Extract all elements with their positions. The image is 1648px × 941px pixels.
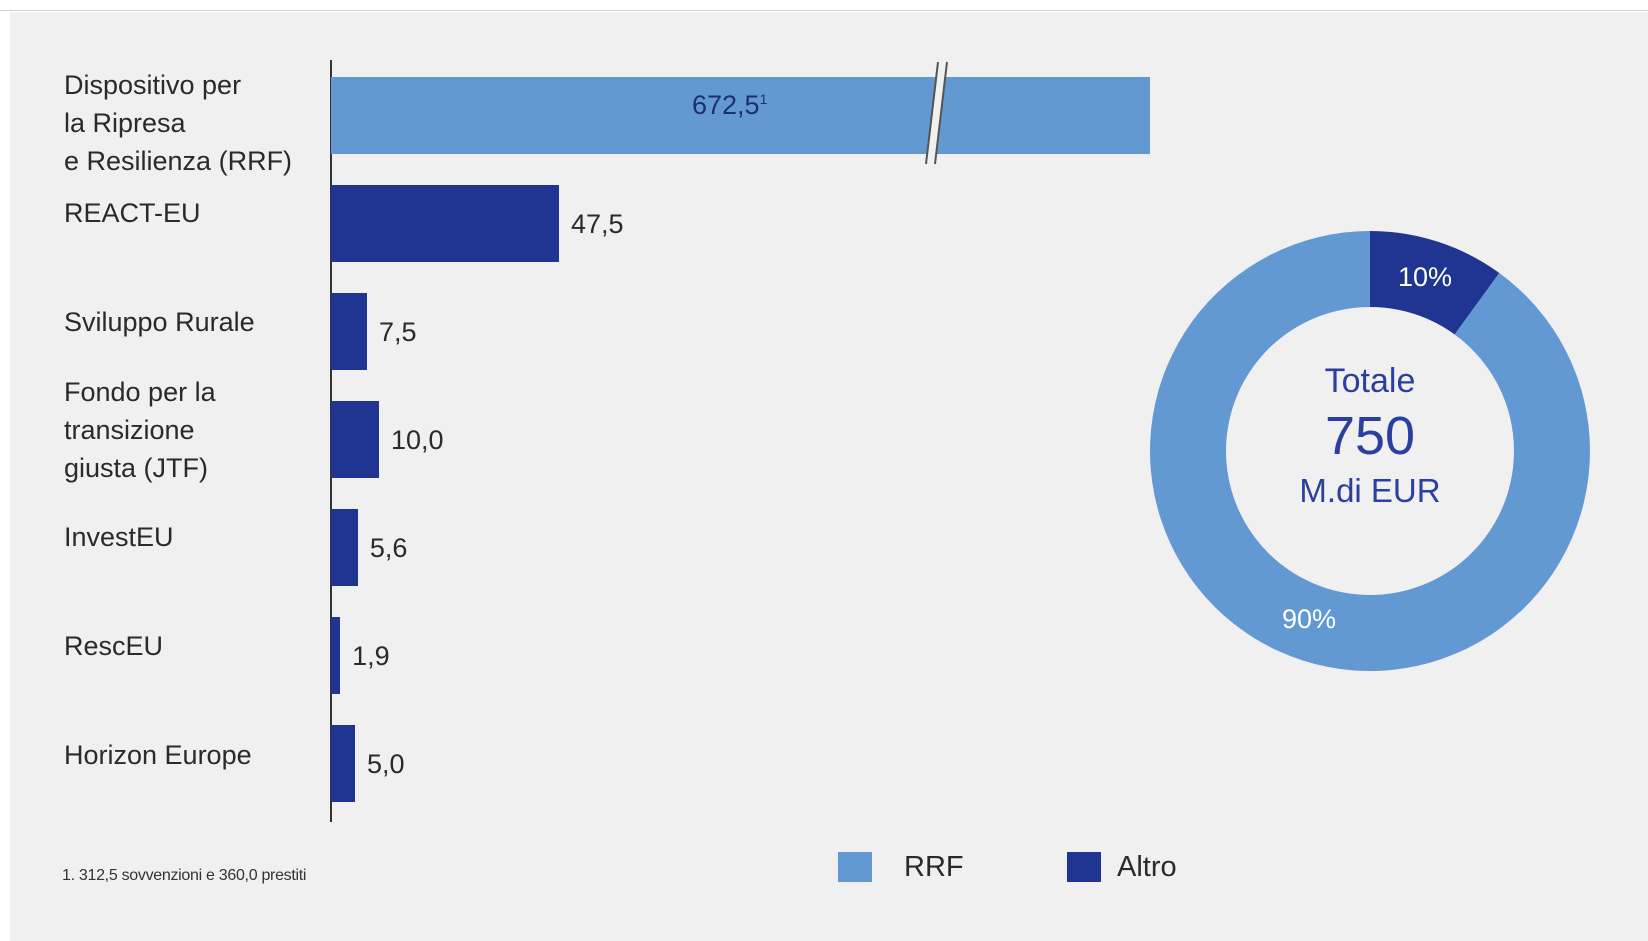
- bar-react-eu: [331, 185, 559, 262]
- bar-resceu: [331, 617, 341, 694]
- bar-jtf: [331, 401, 379, 478]
- value-label-rrf: 672,51: [692, 90, 768, 120]
- legend-swatch-rrf: [838, 852, 872, 882]
- value-label-sviluppo-rurale: 7,5: [379, 317, 417, 347]
- donut-slice-rrf: [1150, 231, 1590, 671]
- value-label-jtf: 10,0: [391, 425, 444, 455]
- category-label-rrf: Dispositivo per la Ripresa e Resilienza …: [64, 70, 293, 176]
- legend-label-rrf: RRF: [904, 851, 964, 883]
- category-label-sviluppo-rurale: Sviluppo Rurale: [64, 307, 255, 337]
- donut-center-value: 750: [1324, 406, 1416, 466]
- value-label-react-eu: 47,5: [571, 209, 624, 239]
- category-label-react-eu: REACT-EU: [64, 198, 201, 228]
- category-label-resceu: RescEU: [64, 631, 164, 661]
- donut-center-title: Totale: [1324, 362, 1416, 400]
- category-label-jtf: Fondo per la transizione giusta (JTF): [64, 377, 216, 483]
- donut-center-unit: M.di EUR: [1299, 472, 1441, 509]
- donut-label-rrf: 90%: [1282, 604, 1337, 634]
- donut-chart: [1150, 231, 1590, 671]
- value-label-resceu: 1,9: [352, 641, 390, 671]
- value-label-horizon-europe: 5,0: [367, 749, 405, 779]
- top-divider: [0, 10, 1648, 11]
- bar-investeu: [331, 509, 358, 586]
- donut-slice-altro: [1370, 231, 1500, 335]
- legend-label-altro: Altro: [1117, 851, 1177, 883]
- bar-sviluppo-rurale: [331, 293, 367, 370]
- category-label-investeu: InvestEU: [64, 522, 174, 552]
- bar-rrf: [331, 77, 1150, 154]
- donut-label-altro: 10%: [1398, 262, 1453, 292]
- bar-horizon-europe: [331, 725, 355, 802]
- legend-swatch-altro: [1067, 852, 1101, 882]
- category-label-horizon-europe: Horizon Europe: [64, 740, 252, 770]
- footnote: 1. 312,5 sovvenzioni e 360,0 prestiti: [62, 867, 307, 884]
- axis-break-marker: [925, 61, 948, 165]
- chart-panel: [10, 12, 1648, 941]
- value-label-investeu: 5,6: [369, 533, 408, 563]
